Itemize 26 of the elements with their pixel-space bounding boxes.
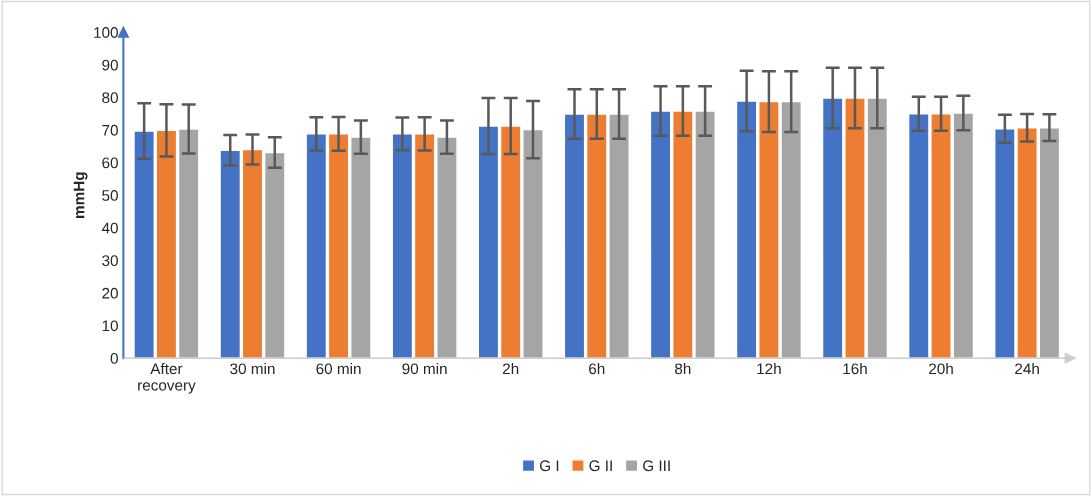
- x-tick-label: 30 min: [230, 362, 275, 375]
- y-tick-label: 30: [102, 255, 118, 267]
- y-tick-label: 100: [94, 27, 118, 38]
- y-tick-label: 40: [101, 222, 118, 234]
- y-tick-label: 20: [102, 287, 118, 299]
- y-tick-label: 60: [102, 157, 118, 169]
- y-tick-label: 90: [102, 59, 118, 71]
- legend-label: G II: [589, 460, 612, 472]
- y-tick-label: 0: [110, 352, 118, 364]
- y-tick-label: 80: [102, 92, 118, 104]
- x-tick-label: After recovery: [138, 362, 196, 394]
- x-tick-label: 8h: [675, 362, 691, 375]
- x-tick-label: 60 min: [316, 362, 361, 375]
- x-tick-label: 20h: [929, 362, 953, 375]
- x-tick-label: 90 min: [402, 362, 447, 375]
- legend-label: G I: [540, 460, 559, 472]
- y-tick-label: 50: [102, 190, 118, 201]
- x-tick-label: 24h: [1015, 362, 1039, 375]
- x-tick-label: 16h: [843, 362, 867, 375]
- x-tick-label: 6h: [589, 362, 605, 375]
- y-tick-label: 10: [102, 320, 118, 332]
- legend-label: G III: [643, 460, 670, 472]
- y-tick-label: 70: [102, 124, 118, 136]
- x-tick-label: 2h: [502, 362, 519, 375]
- x-tick-label: 12h: [757, 362, 781, 375]
- y-axis-title: mmHg: [73, 172, 88, 218]
